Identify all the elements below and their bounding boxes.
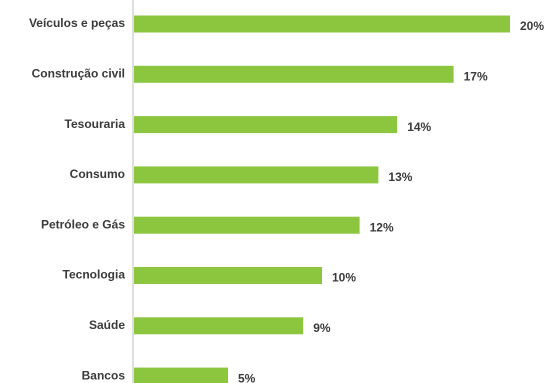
value-label: 14% <box>407 120 431 134</box>
bar <box>134 317 304 335</box>
bar <box>134 116 398 134</box>
value-label: 17% <box>464 69 488 83</box>
bars-group <box>134 15 510 383</box>
bar <box>134 267 322 284</box>
category-label: Tecnologia <box>63 268 126 282</box>
category-label: Construção civil <box>32 66 125 80</box>
category-label: Saúde <box>89 318 125 332</box>
bar <box>134 367 228 383</box>
category-label: Consumo <box>70 167 125 181</box>
value-label: 12% <box>370 220 394 234</box>
bar <box>134 166 379 184</box>
bar <box>134 65 454 83</box>
category-label: Petróleo e Gás <box>41 217 125 231</box>
category-labels: Veículos e peças Construção civil Tesourar… <box>29 16 125 382</box>
bar <box>134 216 360 234</box>
category-label: Tesouraria <box>65 117 126 131</box>
bar <box>134 15 510 33</box>
value-labels: 20% 17% 14% 13% 12% 10% 9% 5% <box>238 19 544 383</box>
value-label: 9% <box>313 321 331 335</box>
value-label: 10% <box>332 271 356 285</box>
category-label: Veículos e peças <box>29 16 125 30</box>
value-label: 13% <box>388 170 412 184</box>
value-label: 20% <box>520 19 544 33</box>
category-label: Bancos <box>82 368 126 382</box>
value-label: 5% <box>238 371 256 383</box>
